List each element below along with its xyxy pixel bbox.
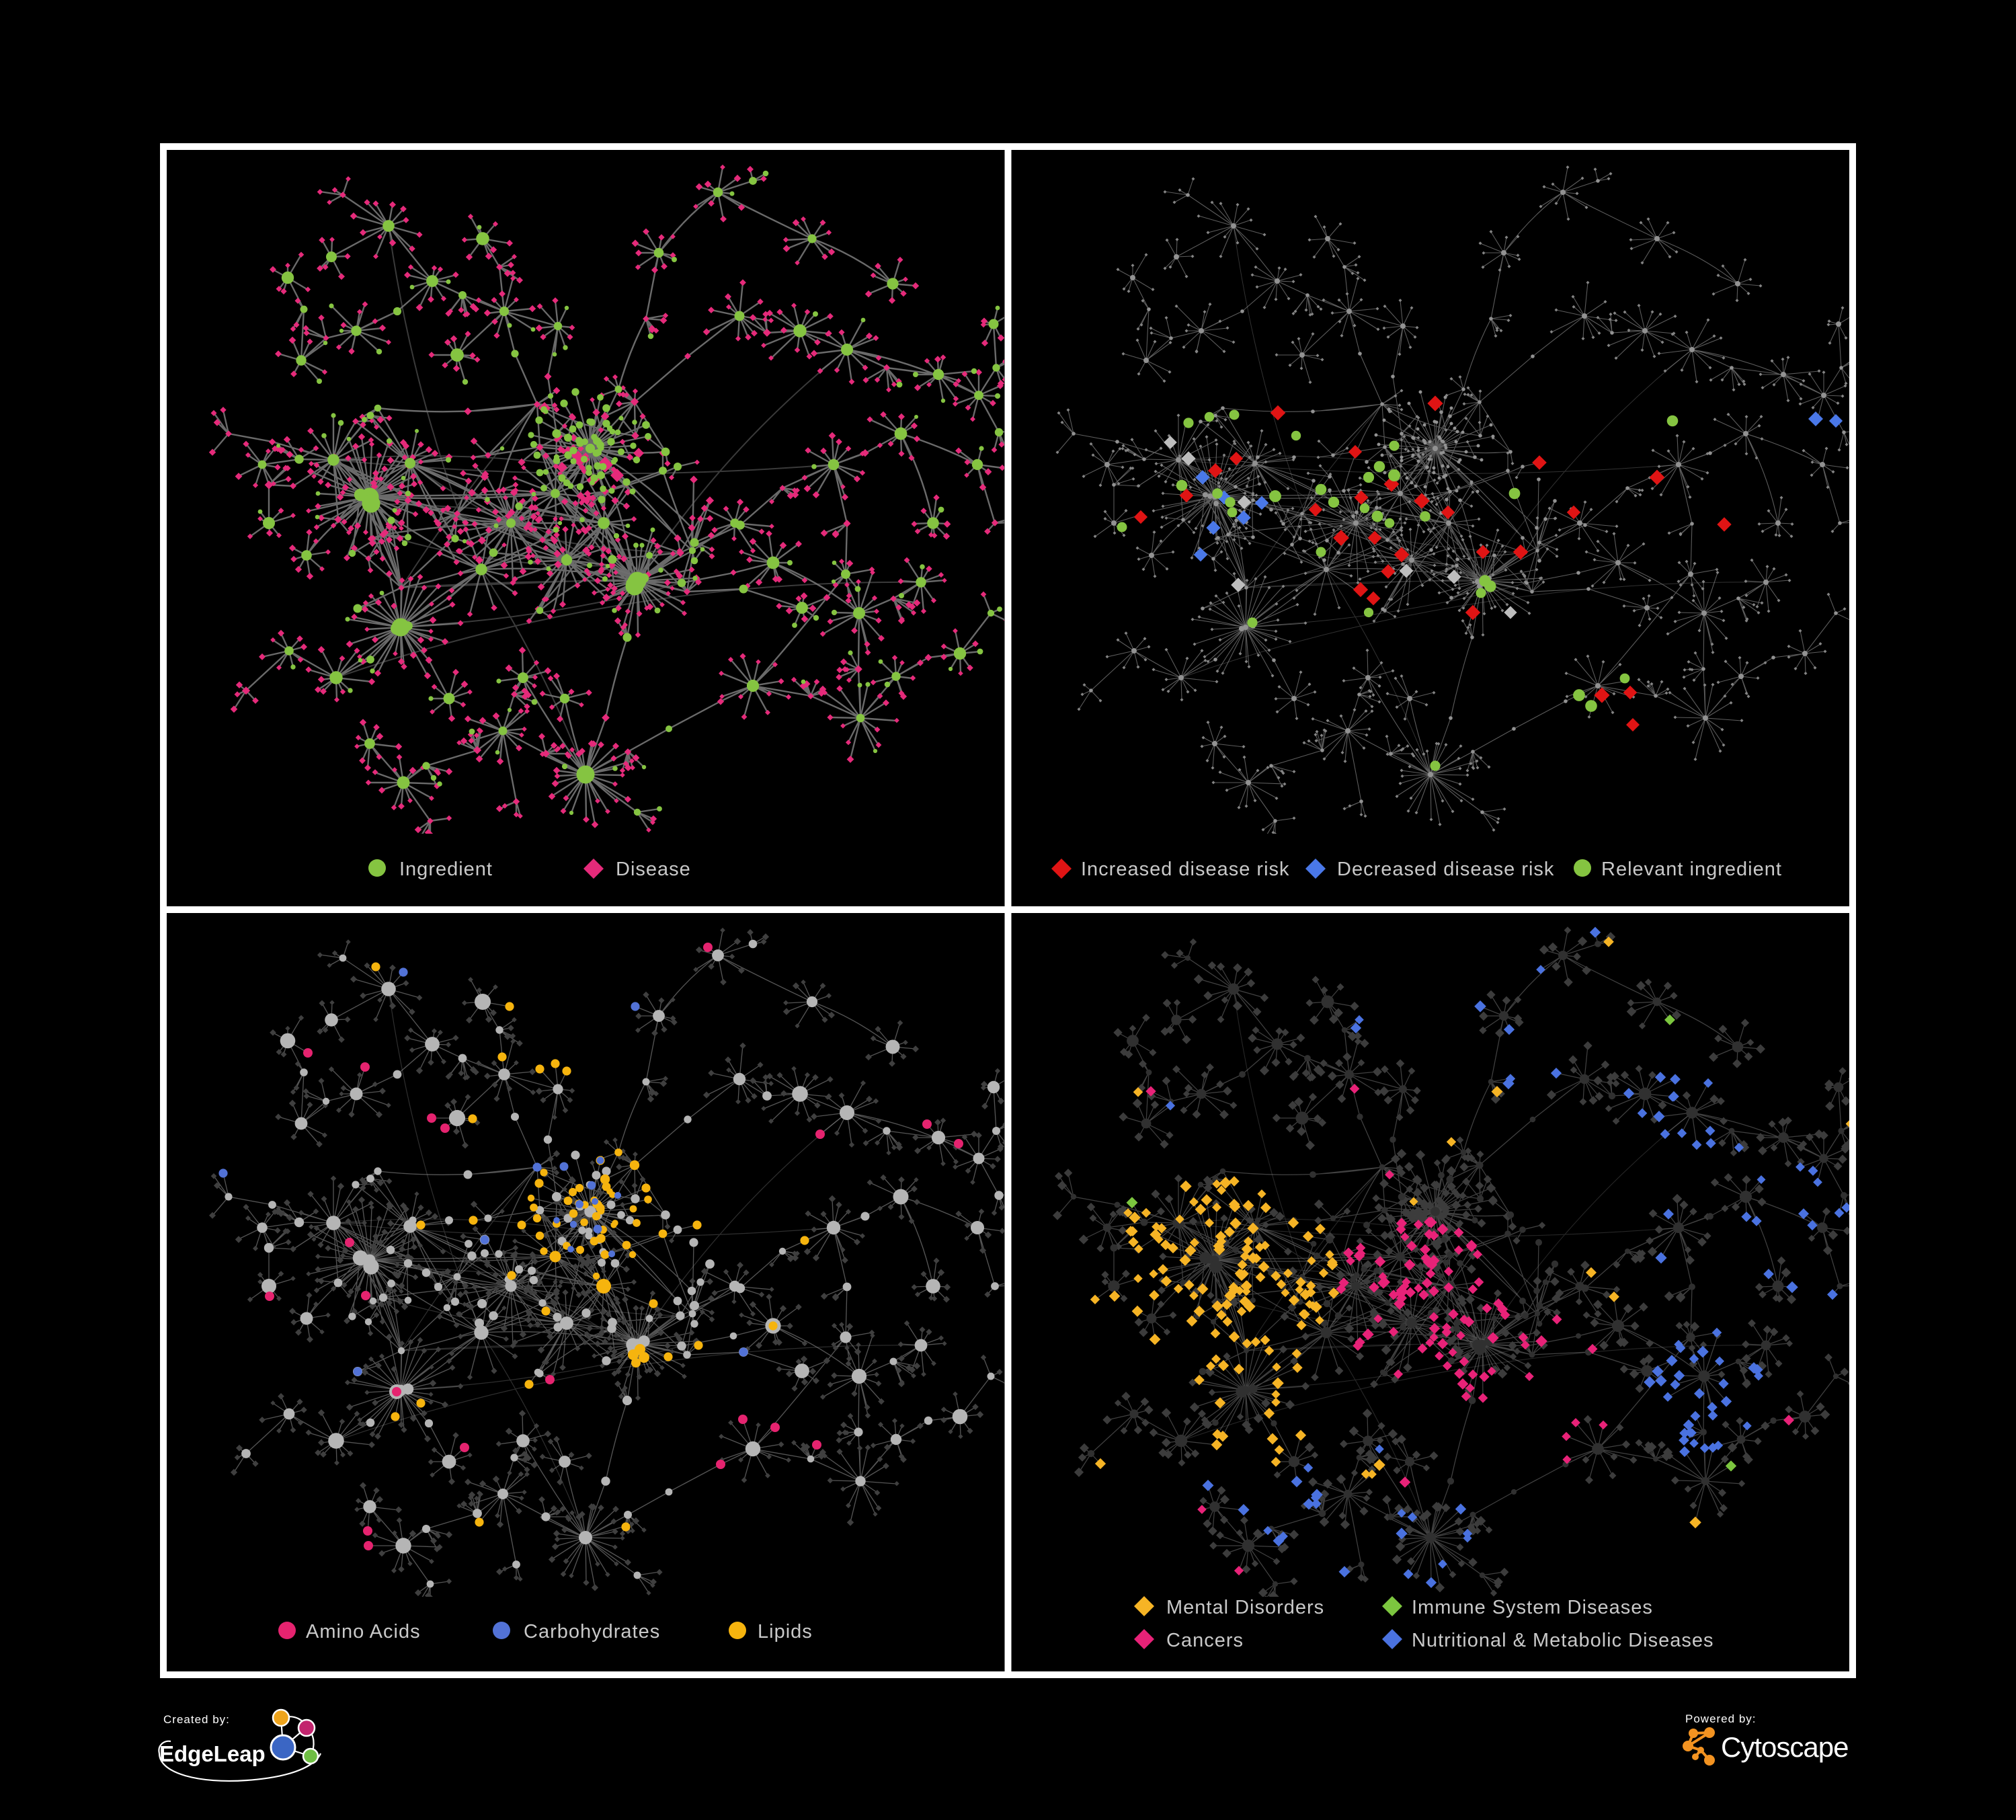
- svg-text:Cytoscape: Cytoscape: [1721, 1731, 1848, 1763]
- svg-text:Decreased disease risk: Decreased disease risk: [1337, 859, 1554, 880]
- svg-text:Powered by:: Powered by:: [1685, 1712, 1757, 1725]
- svg-text:Relevant ingredient: Relevant ingredient: [1601, 859, 1782, 880]
- svg-text:Lipids: Lipids: [758, 1621, 813, 1643]
- svg-text:Increased disease risk: Increased disease risk: [1081, 859, 1290, 880]
- svg-text:Nutritional & Metabolic Diseas: Nutritional & Metabolic Diseases: [1412, 1630, 1713, 1651]
- svg-text:Cancers: Cancers: [1166, 1630, 1244, 1651]
- svg-text:Created by:: Created by:: [163, 1713, 230, 1726]
- svg-text:Carbohydrates: Carbohydrates: [524, 1621, 660, 1643]
- svg-text:Mental Disorders: Mental Disorders: [1166, 1597, 1324, 1618]
- svg-text:Ingredient: Ingredient: [399, 859, 493, 880]
- svg-text:Disease: Disease: [616, 859, 691, 880]
- svg-text:EdgeLeap: EdgeLeap: [159, 1741, 266, 1766]
- svg-text:Amino Acids: Amino Acids: [306, 1621, 421, 1643]
- svg-text:Immune System Diseases: Immune System Diseases: [1412, 1597, 1653, 1618]
